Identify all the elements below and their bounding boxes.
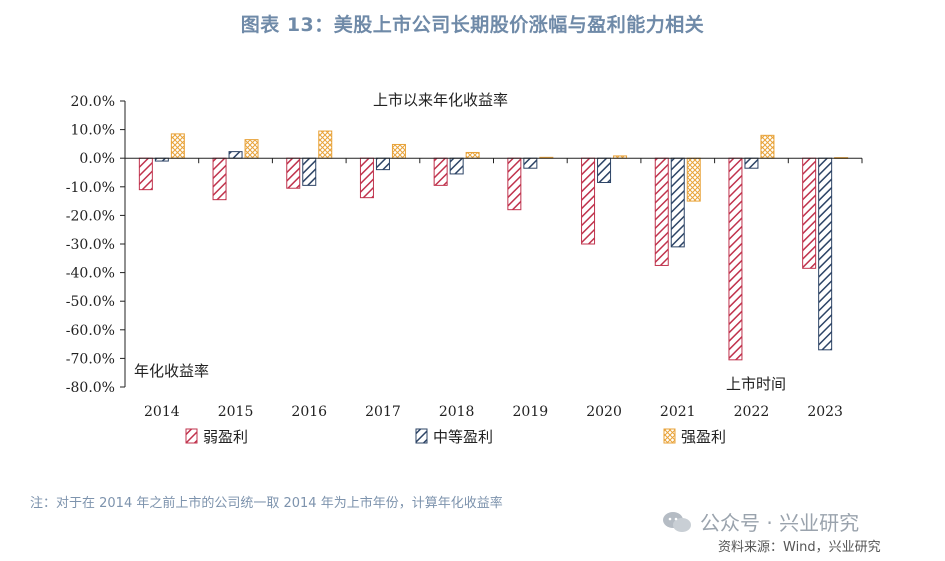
y-tick-label: -20.0% — [66, 208, 115, 224]
x-tick-label: 2017 — [365, 404, 401, 420]
bar-1-2020 — [581, 157, 596, 245]
legend-swatch — [415, 428, 428, 444]
bar-1-2017 — [359, 157, 374, 199]
y-tick-label: -30.0% — [66, 237, 115, 253]
wechat-icon — [663, 511, 691, 532]
x-tick-label: 2015 — [218, 404, 254, 420]
bar-2-2021 — [670, 157, 685, 248]
bar-3-2022 — [760, 134, 775, 159]
bar-1-2015 — [212, 157, 227, 201]
x-tick-label: 2022 — [734, 404, 770, 420]
bar-3-2017 — [391, 143, 406, 159]
y-tick-label: -40.0% — [66, 266, 115, 282]
y-axis-label: 年化收益率 — [134, 362, 209, 380]
legend-swatch — [185, 428, 198, 444]
y-tick-label: -60.0% — [66, 323, 115, 339]
bar-2-2023 — [818, 157, 833, 351]
bars-layer — [138, 130, 849, 361]
x-tick-label: 2014 — [144, 404, 180, 420]
legend-label: 中等盈利 — [433, 428, 493, 446]
legend-label: 弱盈利 — [203, 428, 248, 446]
legend: 弱盈利 中等盈利 强盈利 — [185, 428, 726, 446]
y-tick-label: 20.0% — [71, 94, 115, 110]
y-tick-label: -70.0% — [66, 351, 115, 367]
y-tick-label: -80.0% — [66, 380, 115, 396]
y-tick-label: 10.0% — [71, 123, 115, 139]
y-axis: 20.0% 10.0% 0.0% -10.0% -20.0% -30.0% -40.0% -5… — [66, 94, 126, 396]
x-tick-label: 2018 — [439, 404, 475, 420]
bar-2-2018 — [449, 157, 464, 175]
source-note: 资料来源：Wind，兴业研究 — [718, 540, 881, 555]
x-axis-label: 上市时间 — [726, 375, 786, 393]
bar-2-2020 — [597, 157, 612, 184]
bar-1-2014 — [138, 157, 153, 191]
bar-1-2022 — [728, 157, 743, 361]
watermark: 公众号 · 兴业研究 — [662, 507, 859, 536]
bar-2-2019 — [523, 157, 538, 169]
y-tick-label: -50.0% — [66, 294, 115, 310]
bar-chart: 20.0% 10.0% 0.0% -10.0% -20.0% -30.0% -40.0% -5… — [66, 91, 863, 446]
bar-1-2019 — [507, 157, 522, 211]
bar-2-2017 — [375, 157, 390, 171]
x-axis: 2014 2015 2016 2017 2018 2019 2020 2021 2022 2023 — [124, 157, 863, 420]
y-tick-label: -10.0% — [66, 180, 115, 196]
bar-3-2016 — [318, 130, 333, 159]
bar-3-2021 — [686, 157, 701, 202]
watermark-text: 公众号 · 兴业研究 — [700, 511, 860, 535]
chart-title: 上市以来年化收益率 — [373, 91, 508, 109]
bar-2-2015 — [228, 151, 243, 159]
legend-swatch — [663, 428, 676, 444]
y-tick-label: 0.0% — [79, 151, 115, 167]
x-tick-label: 2020 — [586, 404, 622, 420]
legend-label: 强盈利 — [681, 428, 726, 446]
x-tick-label: 2019 — [513, 404, 549, 420]
bar-2-2016 — [302, 157, 317, 186]
x-tick-label: 2023 — [807, 404, 843, 420]
bar-3-2015 — [244, 139, 259, 159]
footnote: 注：对于在 2014 年之前上市的公司统一取 2014 年为上市年份，计算年化收… — [30, 496, 503, 511]
bar-3-2018 — [465, 151, 480, 159]
bar-2-2022 — [744, 157, 759, 169]
bar-1-2016 — [286, 157, 301, 189]
bar-1-2021 — [654, 157, 669, 266]
figure-title: 图表 13：美股上市公司长期股价涨幅与盈利能力相关 — [240, 14, 705, 36]
x-tick-label: 2016 — [291, 404, 327, 420]
bar-3-2014 — [170, 133, 185, 159]
bar-1-2023 — [802, 157, 817, 269]
bar-1-2018 — [433, 157, 448, 186]
x-tick-label: 2021 — [660, 404, 696, 420]
